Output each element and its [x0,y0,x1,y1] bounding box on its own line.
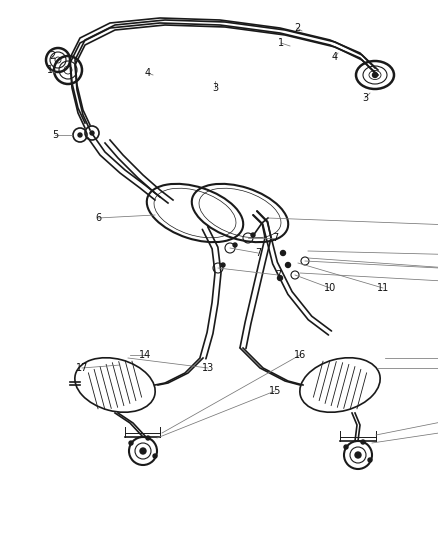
Text: 2: 2 [49,51,55,61]
Circle shape [90,131,94,135]
Circle shape [251,233,255,237]
Text: 11: 11 [377,283,389,293]
Text: 7: 7 [272,233,278,243]
Text: 17: 17 [76,363,88,373]
Text: 3: 3 [212,83,218,93]
Circle shape [372,72,378,77]
Circle shape [233,243,237,247]
Text: 7: 7 [255,248,261,258]
Text: 4: 4 [332,52,338,62]
Text: 7: 7 [275,270,281,280]
Text: 5: 5 [52,130,58,140]
Text: 2: 2 [294,23,300,33]
Text: 15: 15 [269,386,281,396]
Text: 13: 13 [202,363,214,373]
Circle shape [355,452,361,458]
Text: 6: 6 [95,213,101,223]
Circle shape [344,445,348,449]
Circle shape [278,276,283,280]
Text: 1: 1 [47,65,53,75]
Text: 3: 3 [362,93,368,103]
Circle shape [280,251,286,255]
Circle shape [153,454,157,458]
Circle shape [368,458,372,462]
Circle shape [78,133,82,137]
Circle shape [221,263,225,267]
Circle shape [129,441,133,445]
Circle shape [286,262,290,268]
Circle shape [140,448,146,454]
Text: 16: 16 [294,350,306,360]
Circle shape [361,440,365,444]
Text: 1: 1 [278,38,284,48]
Text: 10: 10 [324,283,336,293]
Text: 4: 4 [145,68,151,78]
Circle shape [146,436,150,440]
Text: 14: 14 [139,350,151,360]
